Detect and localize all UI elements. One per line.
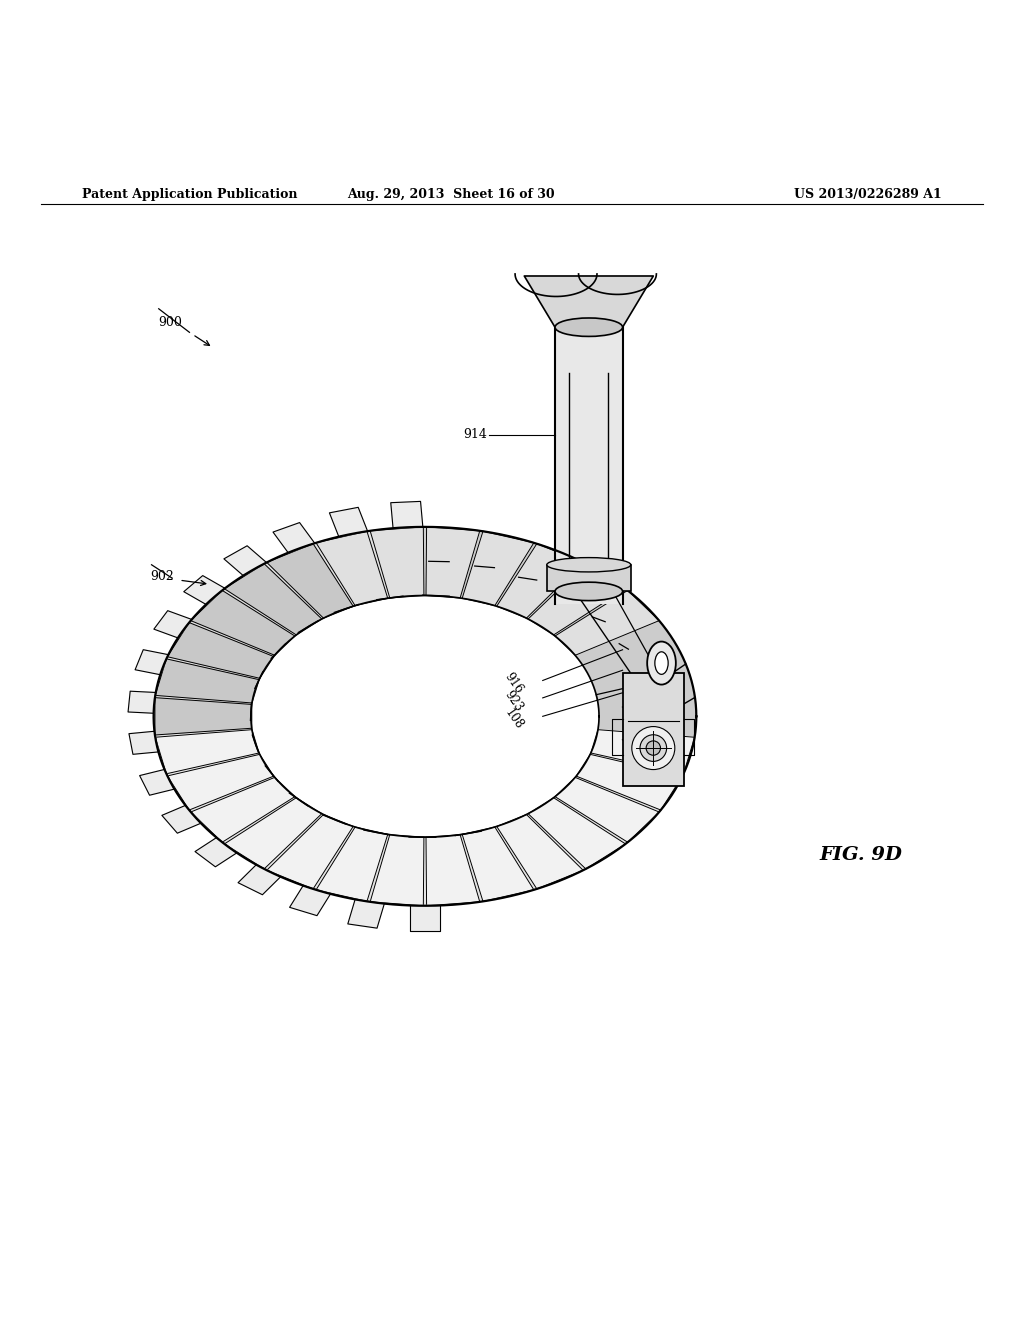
FancyBboxPatch shape: [623, 673, 684, 785]
Polygon shape: [426, 834, 480, 906]
Polygon shape: [555, 590, 649, 648]
Polygon shape: [462, 531, 534, 606]
Polygon shape: [462, 828, 534, 902]
Text: Aug. 29, 2013  Sheet 16 of 30: Aug. 29, 2013 Sheet 16 of 30: [347, 187, 554, 201]
Text: 916: 916: [502, 671, 525, 697]
Polygon shape: [408, 527, 442, 595]
Polygon shape: [581, 631, 681, 677]
Circle shape: [632, 726, 675, 770]
Ellipse shape: [555, 582, 623, 601]
Polygon shape: [528, 797, 626, 869]
Text: 902: 902: [151, 569, 174, 582]
Polygon shape: [459, 531, 512, 602]
Polygon shape: [391, 502, 423, 528]
Polygon shape: [502, 546, 574, 615]
Polygon shape: [370, 527, 424, 598]
Ellipse shape: [655, 652, 668, 675]
Polygon shape: [480, 537, 545, 607]
Polygon shape: [224, 545, 266, 576]
Ellipse shape: [555, 318, 623, 337]
Polygon shape: [370, 834, 424, 906]
Polygon shape: [238, 865, 281, 895]
Polygon shape: [348, 899, 384, 928]
Polygon shape: [316, 828, 388, 902]
Polygon shape: [599, 702, 696, 727]
Polygon shape: [497, 544, 583, 618]
Text: US 2013/0226289 A1: US 2013/0226289 A1: [795, 187, 942, 201]
Polygon shape: [156, 730, 259, 774]
Polygon shape: [167, 623, 273, 678]
Polygon shape: [195, 838, 237, 867]
Polygon shape: [596, 723, 696, 751]
Polygon shape: [555, 590, 659, 655]
Polygon shape: [591, 730, 694, 774]
Polygon shape: [190, 777, 295, 842]
Text: 900: 900: [159, 315, 182, 329]
Polygon shape: [524, 276, 653, 327]
Polygon shape: [267, 814, 353, 888]
Circle shape: [640, 735, 667, 762]
Polygon shape: [521, 558, 603, 626]
Polygon shape: [595, 677, 695, 708]
Text: Patent Application Publication: Patent Application Publication: [82, 187, 297, 201]
Polygon shape: [156, 659, 259, 704]
Polygon shape: [528, 564, 626, 635]
Polygon shape: [273, 523, 314, 553]
Polygon shape: [555, 777, 659, 842]
Polygon shape: [330, 507, 368, 537]
Polygon shape: [183, 576, 225, 605]
FancyBboxPatch shape: [547, 565, 631, 591]
Polygon shape: [290, 886, 331, 916]
Polygon shape: [577, 754, 683, 810]
Ellipse shape: [647, 642, 676, 685]
Polygon shape: [154, 527, 696, 906]
Polygon shape: [436, 527, 477, 598]
Polygon shape: [129, 731, 159, 754]
Polygon shape: [155, 698, 252, 735]
Polygon shape: [426, 527, 480, 598]
Polygon shape: [167, 754, 273, 810]
Polygon shape: [162, 805, 201, 833]
Polygon shape: [224, 564, 322, 635]
Polygon shape: [128, 692, 156, 713]
Polygon shape: [190, 590, 295, 655]
Polygon shape: [154, 611, 191, 638]
Text: 923: 923: [502, 688, 525, 714]
Circle shape: [646, 741, 660, 755]
Polygon shape: [135, 649, 168, 675]
Text: FIG. 9D: FIG. 9D: [819, 846, 902, 863]
Polygon shape: [224, 797, 322, 869]
Polygon shape: [410, 906, 440, 931]
Polygon shape: [316, 531, 388, 606]
Polygon shape: [540, 573, 628, 636]
Text: 914: 914: [464, 428, 487, 441]
Polygon shape: [590, 653, 690, 692]
Polygon shape: [497, 814, 583, 888]
Polygon shape: [569, 610, 668, 663]
Ellipse shape: [547, 557, 631, 572]
FancyBboxPatch shape: [555, 327, 623, 603]
Polygon shape: [267, 544, 353, 618]
Text: 108: 108: [502, 706, 525, 733]
Polygon shape: [139, 770, 174, 795]
